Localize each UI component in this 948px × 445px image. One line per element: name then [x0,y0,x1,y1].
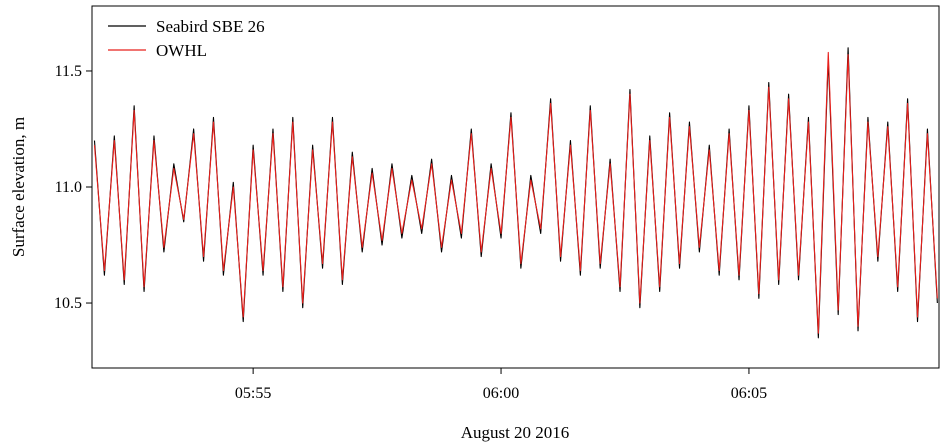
x-axis: 05:55 06:00 06:05 [235,368,767,402]
series-line-owhl [93,51,938,334]
x-tick-label: 06:00 [483,385,519,402]
x-tick-label: 05:55 [235,385,271,402]
y-tick-label: 11.5 [55,63,82,80]
x-axis-title: August 20 2016 [461,423,570,442]
series-layer [93,47,938,339]
y-axis: 10.5 11.0 11.5 [54,63,92,312]
y-tick-label: 10.5 [54,295,82,312]
legend: Seabird SBE 26 OWHL [108,17,265,60]
x-tick-label: 06:05 [731,385,767,402]
legend-label-owhl: OWHL [156,41,207,60]
y-axis-title: Surface elevation, m [9,117,28,257]
y-tick-label: 11.0 [55,179,82,196]
legend-label-seabird: Seabird SBE 26 [156,17,265,36]
